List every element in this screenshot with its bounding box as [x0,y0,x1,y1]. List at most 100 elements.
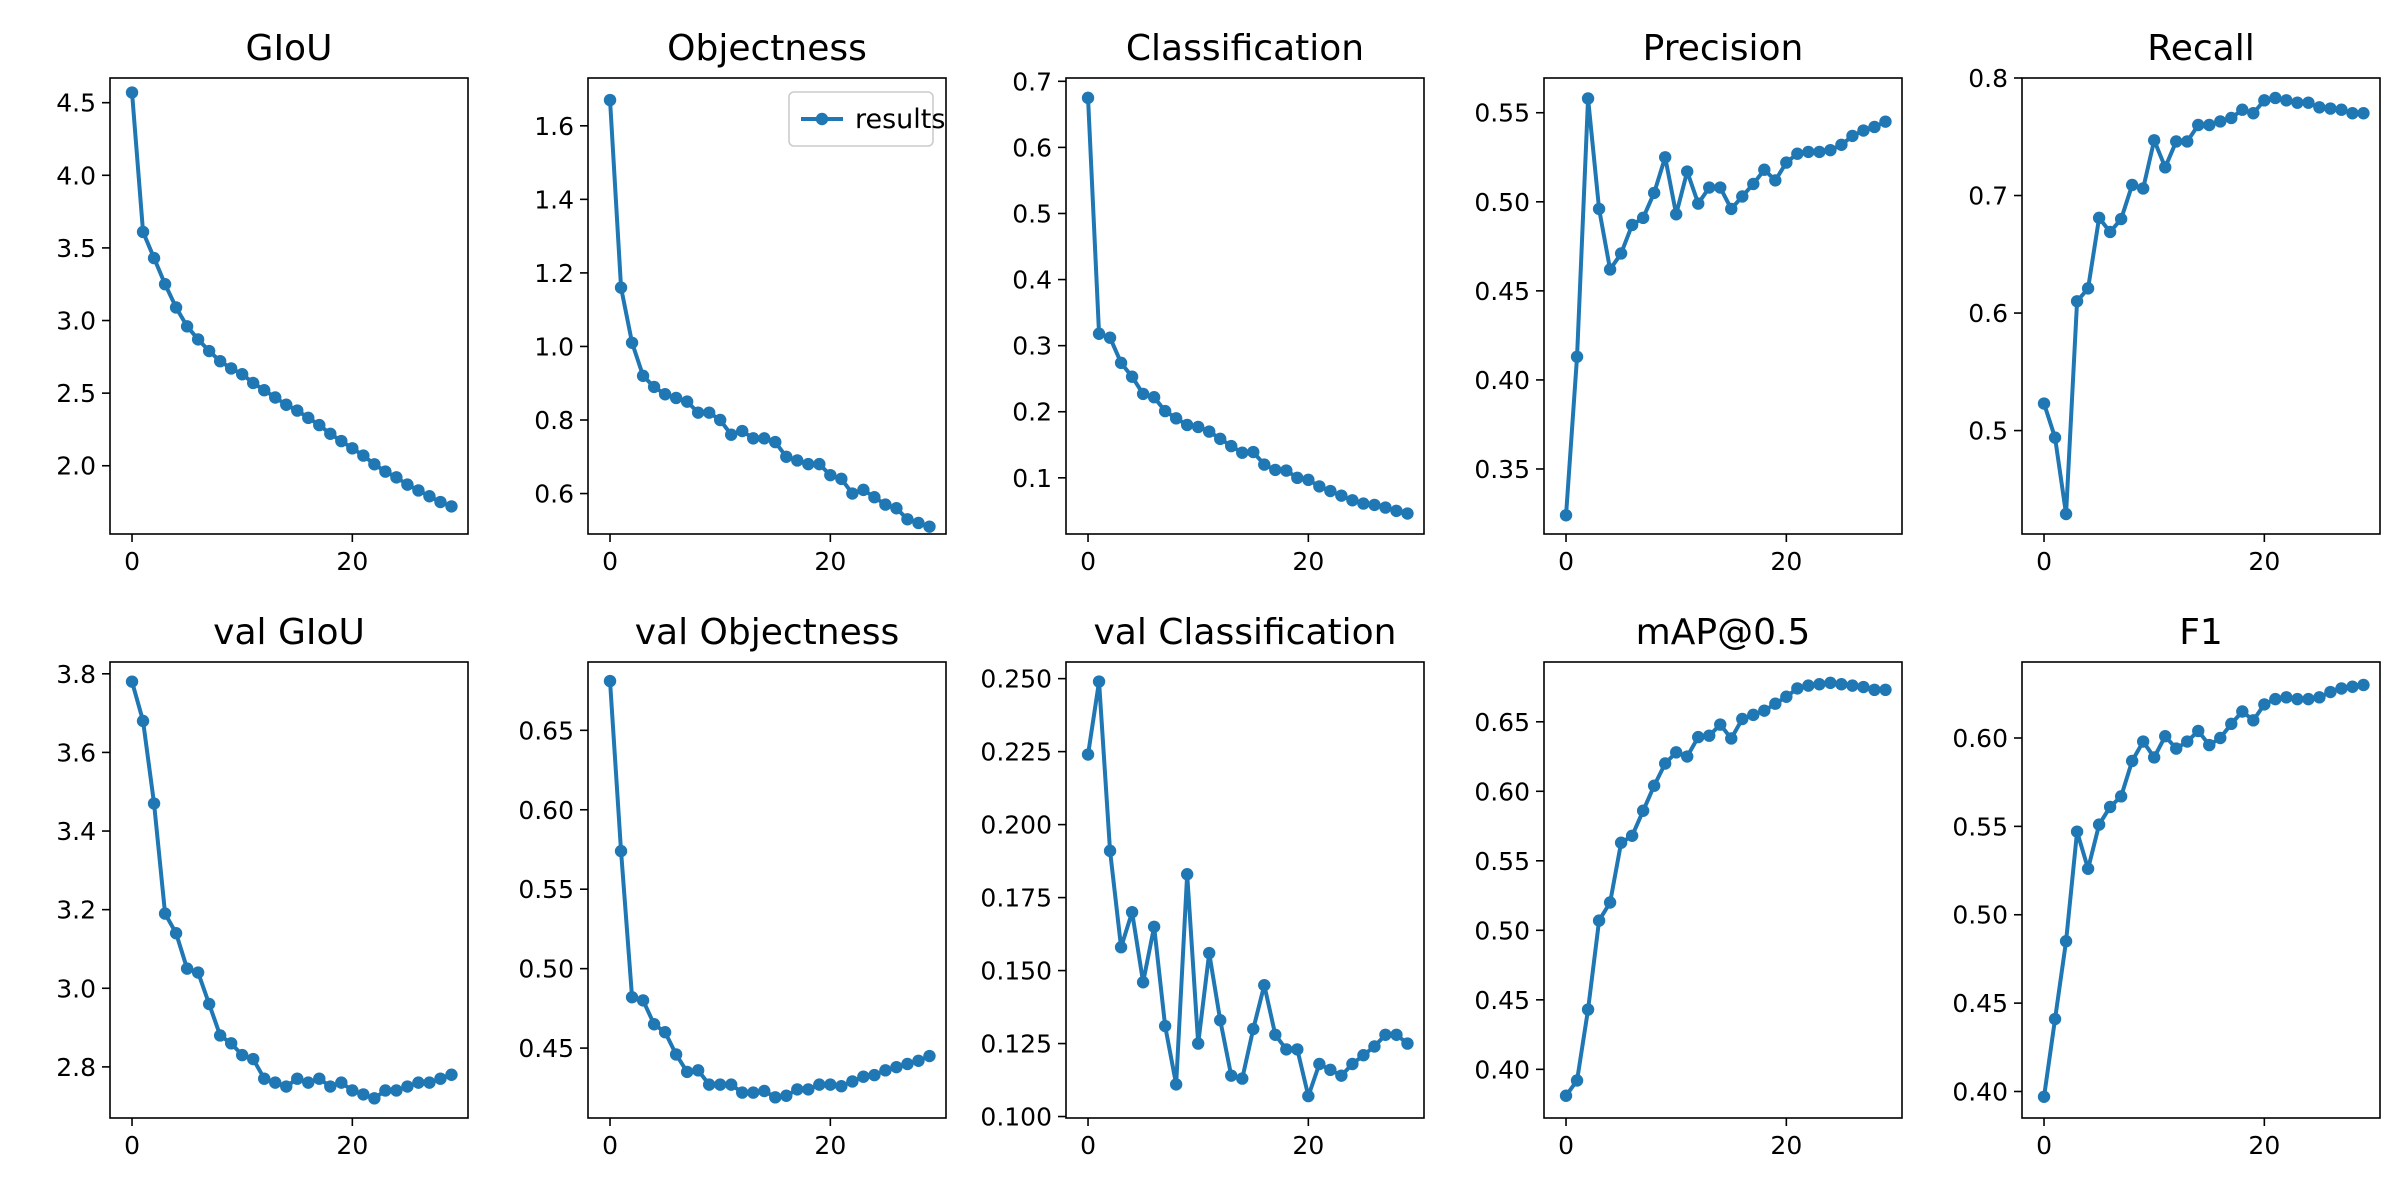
data-point [1625,829,1639,842]
data-point [2247,107,2260,120]
series-line [130,679,454,1101]
data-point [2335,103,2348,116]
data-point [1291,1043,1304,1056]
data-point [180,320,194,333]
data-point [625,336,639,349]
data-point [1269,1028,1282,1041]
data-point [1813,145,1826,159]
legend: results [788,91,945,147]
data-point [2280,94,2293,107]
data-point [879,1064,892,1077]
series-line [1564,96,1888,518]
x-tick-label: 20 [1770,547,1802,576]
data-point [725,1078,738,1091]
data-point [2092,211,2106,225]
data-point [147,797,161,810]
y-tick-label: 0.40 [1952,1077,2008,1106]
y-tick-label: 1.6 [534,112,574,141]
y-tick-label: 2.0 [56,452,96,481]
data-point [2037,397,2051,410]
y-tick-label: 2.8 [56,1053,96,1082]
x-tick-label: 0 [1080,1131,1096,1160]
data-point [158,907,172,920]
y-tick-label: 0.4 [1012,266,1052,295]
y-tick-label: 0.55 [518,875,574,904]
data-point [224,1037,238,1050]
y-tick-label: 0.40 [1474,1055,1530,1084]
data-point [713,1078,727,1091]
data-point [1614,247,1628,260]
data-point [2070,295,2084,308]
data-point [1802,145,1815,159]
data-point [2302,692,2315,706]
data-point [713,413,727,427]
data-point [324,427,337,440]
data-point [1868,683,1881,697]
data-point [1625,218,1639,232]
axes-frame [1543,661,1903,1119]
data-point [1169,412,1183,425]
data-point [2103,225,2117,239]
data-point [2258,94,2271,107]
y-tick-label: 0.175 [980,884,1052,913]
series-line [130,90,454,509]
data-point [890,502,903,515]
data-point [846,1075,859,1088]
data-point [401,1080,414,1093]
data-point [202,997,216,1011]
data-point [1368,1040,1381,1053]
series-line [608,679,932,1100]
data-point [2236,103,2249,116]
data-point [1247,1022,1260,1036]
data-point [302,411,315,425]
y-tick-label: 0.7 [1968,182,2008,211]
data-point [1736,712,1749,726]
data-point [835,472,848,486]
y-tick-label: 0.55 [1952,812,2008,841]
data-point [912,1054,925,1068]
data-point [658,388,672,401]
data-point [901,1057,914,1071]
data-point [791,1083,804,1096]
data-point [2247,714,2260,727]
data-point [1158,1019,1172,1033]
data-point [2335,682,2348,695]
y-tick-label: 0.55 [1474,847,1530,876]
data-point [1747,177,1760,191]
data-point [747,432,760,445]
data-point [923,520,936,533]
data-point [1614,836,1628,849]
data-point [2081,282,2095,295]
data-point [769,435,782,449]
data-point [346,1084,359,1097]
data-point [747,1086,760,1099]
data-point [2081,862,2095,875]
y-tick-label: 1.4 [534,185,574,214]
data-point [758,432,771,445]
data-point [1114,941,1128,954]
data-point [1191,420,1205,434]
data-point [1313,1057,1326,1071]
data-point [1703,181,1716,194]
data-point [647,1018,661,1031]
y-tick-label: 4.5 [56,89,96,118]
data-point [1681,750,1694,763]
subplot-0: GIoU 2.0 2.5 3.0 3.5 4.0 4.5 0 20 [56,28,469,576]
y-tick-label: 3.6 [56,738,96,767]
data-point [390,1084,403,1097]
axes-frame [1065,661,1425,1119]
series-line [1086,679,1410,1099]
data-point [357,449,370,462]
x-tick-label: 20 [814,547,846,576]
data-point [901,513,914,526]
x-tick-label: 0 [1558,547,1574,576]
y-tick-label: 0.50 [518,955,574,984]
data-point [614,281,628,294]
y-tick-label: 3.0 [56,307,96,336]
data-point [1180,418,1194,432]
x-tick-label: 20 [2248,547,2280,576]
data-point [636,994,650,1007]
subplot-title: Classification [1126,28,1364,69]
axes-frame [587,661,947,1119]
data-point [1603,263,1617,276]
